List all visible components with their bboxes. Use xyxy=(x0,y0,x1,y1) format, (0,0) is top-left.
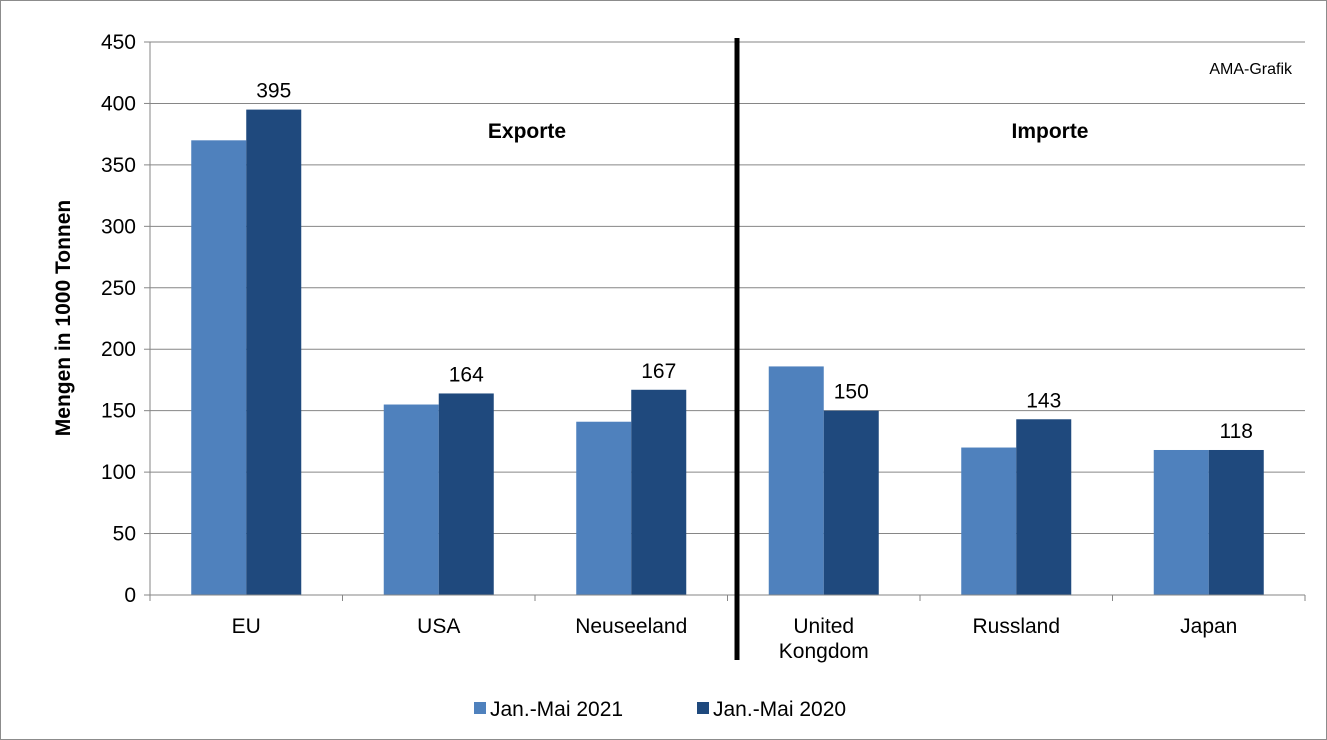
data-label: 167 xyxy=(641,360,676,383)
y-tick-label: 250 xyxy=(101,277,136,300)
data-label: 164 xyxy=(449,363,484,386)
legend-swatch-2020 xyxy=(697,702,709,714)
y-axis-title: Mengen in 1000 Tonnen xyxy=(52,200,75,436)
y-tick-label: 0 xyxy=(124,584,136,607)
data-labels: 395 164 167 150 143 118 xyxy=(256,80,1253,443)
x-tick-label: United Kongdom xyxy=(779,615,869,663)
x-tick-label: USA xyxy=(417,615,460,638)
bar-2020 xyxy=(246,109,302,595)
data-label: 395 xyxy=(256,80,291,103)
annotation-exports: Exporte xyxy=(488,120,566,143)
bar-2021 xyxy=(576,421,632,595)
y-tick-label: 300 xyxy=(101,215,136,238)
y-tick-labels: 0 50 100 150 200 250 300 350 400 450 xyxy=(101,31,136,607)
legend-label-2020: Jan.-Mai 2020 xyxy=(713,698,846,721)
x-tick-label: Russland xyxy=(972,615,1060,638)
y-tick-label: 350 xyxy=(101,154,136,177)
data-label: 118 xyxy=(1220,420,1253,443)
bar-2021 xyxy=(961,447,1017,595)
annotation-imports: Importe xyxy=(1011,120,1088,143)
annotation-source: AMA-Grafik xyxy=(1209,61,1293,78)
legend: Jan.-Mai 2021 Jan.-Mai 2020 xyxy=(474,698,846,721)
bar-2020 xyxy=(631,389,687,595)
x-tick-labels: EU USA Neuseeland United Kongdom Russland Japa… xyxy=(232,615,1238,663)
bar-2021 xyxy=(768,366,824,595)
bar-2020 xyxy=(438,393,494,595)
bar-2021 xyxy=(191,140,247,596)
x-tick-label: Neuseeland xyxy=(575,615,687,638)
data-label: 143 xyxy=(1026,389,1061,412)
bar-2020 xyxy=(823,410,879,595)
y-tick-label: 100 xyxy=(101,461,136,484)
x-tick-label: Japan xyxy=(1180,615,1237,638)
bar-2020 xyxy=(1208,449,1264,595)
y-tick-label: 200 xyxy=(101,338,136,361)
legend-label-2021: Jan.-Mai 2021 xyxy=(490,698,623,721)
bar-2020 xyxy=(1016,419,1072,595)
y-tick-label: 150 xyxy=(101,400,136,423)
bar-2021 xyxy=(1153,449,1209,595)
axes xyxy=(144,41,1306,601)
y-tick-label: 400 xyxy=(101,92,136,115)
y-tick-label: 50 xyxy=(113,523,136,546)
y-tick-label: 450 xyxy=(101,31,136,54)
data-label: 150 xyxy=(834,381,869,404)
bars xyxy=(191,109,1264,596)
bar-2021 xyxy=(383,404,439,595)
gridlines xyxy=(150,41,1305,535)
x-tick-label: EU xyxy=(232,615,261,638)
legend-swatch-2021 xyxy=(474,702,486,714)
